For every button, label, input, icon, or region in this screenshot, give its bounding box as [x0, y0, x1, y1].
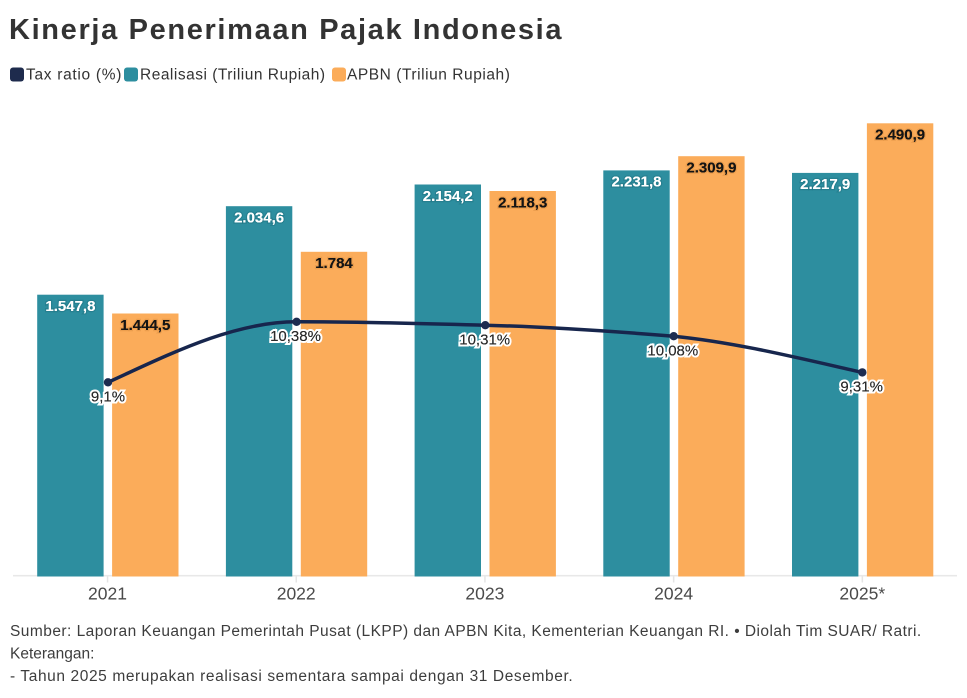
- svg-text:1.547,8: 1.547,8: [45, 298, 95, 315]
- svg-text:2025*: 2025*: [839, 583, 885, 603]
- svg-text:Sumber: Laporan Keuangan Pemer: Sumber: Laporan Keuangan Pemerintah Pusa…: [10, 623, 922, 640]
- svg-text:2.154,2: 2.154,2: [423, 188, 473, 205]
- svg-text:2.118,3: 2.118,3: [498, 194, 547, 211]
- svg-text:Keterangan:: Keterangan:: [10, 645, 94, 662]
- svg-text:Realisasi (Triliun Rupiah): Realisasi (Triliun Rupiah): [140, 67, 326, 84]
- svg-text:2.034,6: 2.034,6: [234, 210, 284, 227]
- svg-text:2.490,9: 2.490,9: [875, 127, 925, 144]
- svg-text:1.784: 1.784: [315, 255, 353, 272]
- svg-text:2.118,3: 2.118,3: [498, 194, 547, 211]
- svg-text:10,31%: 10,31%: [459, 332, 510, 349]
- svg-text:- Tahun 2025 merupakan realisa: - Tahun 2025 merupakan realisasi sementa…: [10, 668, 573, 685]
- svg-text:Tax ratio (%): Tax ratio (%): [26, 67, 122, 84]
- svg-text:9,31%: 9,31%: [840, 379, 883, 396]
- svg-text:2.490,9: 2.490,9: [875, 127, 925, 144]
- svg-text:2021: 2021: [88, 583, 127, 603]
- svg-text:1.784: 1.784: [315, 255, 353, 272]
- svg-text:2022: 2022: [277, 583, 316, 603]
- svg-text:10,31%: 10,31%: [459, 332, 510, 349]
- svg-text:2.154,2: 2.154,2: [423, 188, 473, 205]
- svg-text:APBN (Triliun Rupiah): APBN (Triliun Rupiah): [347, 67, 510, 84]
- svg-text:1.444,5: 1.444,5: [120, 317, 170, 334]
- svg-text:1.444,5: 1.444,5: [120, 317, 170, 334]
- svg-text:2.034,6: 2.034,6: [234, 210, 284, 227]
- svg-text:2024: 2024: [654, 583, 693, 603]
- svg-text:2.231,8: 2.231,8: [611, 174, 661, 191]
- svg-text:1.547,8: 1.547,8: [45, 298, 95, 315]
- svg-text:10,38%: 10,38%: [270, 328, 321, 345]
- svg-text:10,38%: 10,38%: [270, 328, 321, 345]
- svg-text:9,1%: 9,1%: [91, 389, 125, 406]
- svg-text:9,1%: 9,1%: [91, 389, 125, 406]
- svg-text:9,31%: 9,31%: [840, 379, 883, 396]
- svg-text:10,08%: 10,08%: [647, 342, 698, 359]
- svg-text:Kinerja Penerimaan Pajak Indon: Kinerja Penerimaan Pajak Indonesia: [9, 14, 563, 46]
- svg-text:2.217,9: 2.217,9: [800, 176, 850, 193]
- svg-text:2.309,9: 2.309,9: [686, 160, 736, 177]
- svg-text:2.217,9: 2.217,9: [800, 176, 850, 193]
- svg-text:2023: 2023: [465, 583, 504, 603]
- svg-text:10,08%: 10,08%: [647, 342, 698, 359]
- svg-text:2.231,8: 2.231,8: [611, 174, 661, 191]
- svg-text:2.309,9: 2.309,9: [686, 160, 736, 177]
